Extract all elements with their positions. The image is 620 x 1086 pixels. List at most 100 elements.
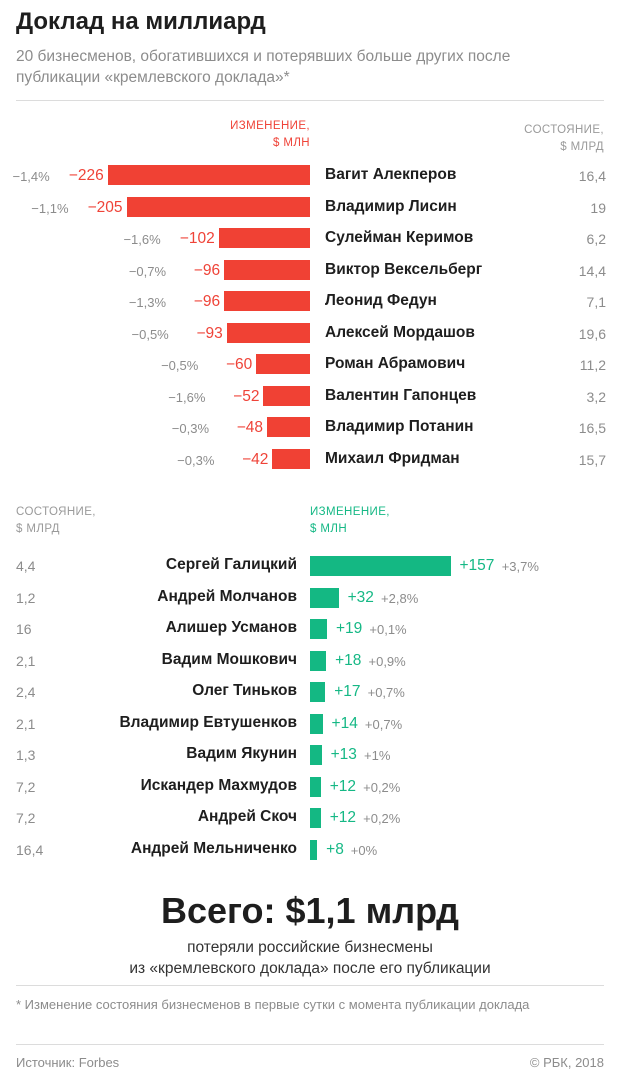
loss-bar (218, 228, 310, 249)
gainer-wealth: 2,4 (16, 684, 36, 701)
loser-wealth: 19,6 (578, 325, 606, 342)
gain-amount-label: +13 (330, 746, 357, 764)
loss-amount-label: −205 (87, 198, 123, 216)
divider-footer (16, 1044, 604, 1045)
copyright: © РБК, 2018 (529, 1055, 604, 1070)
loss-bar (224, 291, 310, 312)
gain-amount-label: +8 (326, 840, 344, 858)
gain-percent-label: +3,7% (501, 559, 539, 574)
loss-percent-label: −0,5% (131, 326, 169, 342)
gainer-name: Сергей Галицкий (165, 556, 297, 573)
loss-amount-label: −226 (68, 167, 104, 184)
footnote: * Изменение состояния бизнесменов в перв… (16, 997, 530, 1012)
gain-amount-label: +14 (331, 714, 358, 732)
loss-bar (267, 417, 310, 438)
loser-wealth: 6,2 (586, 231, 606, 248)
loss-percent-label: −1,1% (31, 200, 69, 216)
gain-bar (310, 776, 321, 797)
loser-wealth: 19 (590, 199, 606, 216)
loser-name: Алексей Мордашов (325, 323, 475, 341)
gainer-wealth: 2,1 (16, 652, 36, 669)
gainers-wealth-header: СОСТОЯНИЕ, $ МЛРД (16, 506, 96, 535)
loser-wealth: 14,4 (578, 262, 606, 279)
loser-wealth: 3,2 (586, 388, 606, 405)
loss-percent-label: −1,3% (128, 295, 167, 311)
losers-wealth-header: СОСТОЯНИЕ, $ МЛРД (524, 124, 604, 153)
gain-amount-label: +17 (334, 683, 361, 701)
chart-subtitle: 20 бизнесменов, обогатившихся и потерявш… (16, 48, 511, 86)
loss-percent-label: −0,3% (177, 452, 215, 468)
total-caption: потеряли российские бизнесмены из «кремл… (129, 939, 491, 977)
loss-bar (263, 385, 310, 406)
gainer-wealth: 16 (16, 621, 32, 638)
loser-name: Владимир Лисин (325, 197, 457, 215)
loser-name: Леонид Федун (325, 292, 437, 310)
loser-wealth: 7,1 (586, 294, 606, 311)
gain-amount-label: +18 (335, 651, 362, 669)
gain-percent-label: +0,7% (364, 716, 403, 732)
gainer-wealth: 4,4 (16, 558, 36, 574)
gainer-wealth: 1,2 (16, 589, 36, 606)
loser-name: Роман Абрамович (325, 355, 466, 373)
losers-change-header: ИЗМЕНЕНИЕ, $ МЛН (230, 120, 310, 149)
gain-amount-label: +12 (329, 809, 357, 827)
gain-bar (310, 619, 327, 640)
loss-amount-label: −42 (242, 450, 269, 468)
chart-title: Доклад на миллиард (16, 8, 266, 35)
gainer-name: Алишер Усманов (165, 619, 297, 637)
gainer-name: Андрей Молчанов (157, 587, 297, 605)
loser-name: Михаил Фридман (325, 449, 460, 467)
loser-name: Валентин Гапонцев (325, 386, 477, 404)
gain-bar (310, 839, 318, 860)
loss-amount-label: −48 (236, 419, 264, 437)
gainer-name: Андрей Мельниченко (130, 839, 297, 857)
gain-bar (310, 808, 321, 829)
gainer-wealth: 7,2 (16, 778, 36, 795)
gainer-name: Вадим Якунин (186, 745, 297, 763)
gain-percent-label: +1% (364, 748, 391, 764)
gain-amount-label: +32 (347, 588, 374, 606)
loser-wealth: 11,2 (579, 357, 606, 374)
gain-percent-label: +0,2% (363, 779, 401, 795)
loss-amount-label: −60 (226, 356, 253, 374)
gainers-change-header: ИЗМЕНЕНИЕ, $ МЛН (310, 506, 390, 535)
gain-percent-label: +2,8% (381, 590, 419, 606)
loss-percent-label: −0,5% (161, 358, 199, 374)
loser-wealth: 15,7 (578, 451, 606, 468)
gain-bar (310, 587, 339, 608)
gain-bar (310, 556, 451, 576)
gainer-name: Олег Тиньков (192, 682, 297, 700)
loss-amount-label: −52 (233, 387, 260, 405)
gain-amount-label: +157 (459, 557, 495, 574)
gain-percent-label: +0% (350, 842, 378, 858)
divider-bottom (16, 985, 604, 986)
gainer-name: Вадим Мошкович (161, 650, 297, 668)
gain-percent-label: +0,9% (368, 653, 406, 669)
gain-percent-label: +0,1% (369, 622, 407, 638)
loss-percent-label: −0,7% (128, 263, 167, 279)
gain-amount-label: +12 (329, 777, 357, 795)
loss-amount-label: −96 (193, 293, 221, 311)
loss-bar (224, 259, 310, 280)
gain-bar (310, 682, 326, 703)
source: Источник: Forbes (16, 1055, 120, 1070)
loser-name: Вагит Алекперов (325, 166, 457, 183)
gain-bar (310, 745, 322, 766)
gainer-wealth: 7,2 (16, 810, 36, 827)
loser-wealth: 16,4 (578, 168, 606, 184)
gainer-name: Владимир Евтушенков (119, 713, 297, 731)
loser-name: Владимир Потанин (325, 418, 474, 436)
loss-bar (107, 165, 310, 185)
gainer-wealth: 2,1 (16, 715, 36, 732)
loss-percent-label: −1,4% (12, 169, 50, 184)
loss-amount-label: −96 (193, 261, 221, 279)
loss-amount-label: −102 (179, 230, 215, 248)
loss-bar (126, 196, 310, 217)
loser-name: Сулейман Керимов (325, 229, 474, 247)
loser-wealth: 16,5 (578, 420, 606, 437)
loser-name: Виктор Вексельберг (325, 260, 483, 278)
gainer-wealth: 1,3 (16, 747, 36, 764)
gainer-wealth: 16,4 (16, 841, 44, 858)
loss-bar (226, 322, 310, 343)
gainer-name: Андрей Скоч (197, 808, 297, 826)
